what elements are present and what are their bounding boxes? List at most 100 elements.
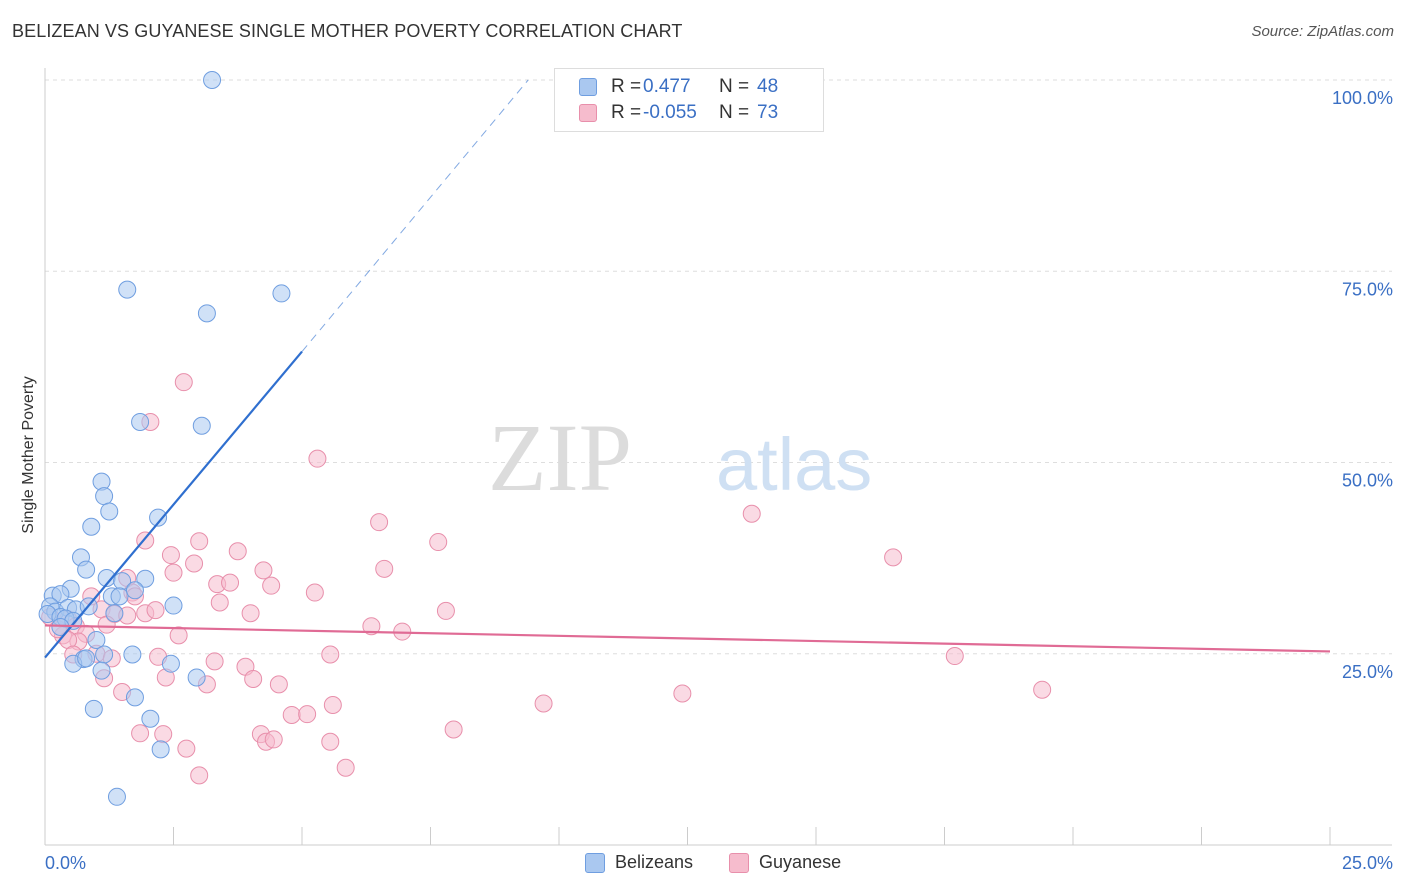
watermark-zip: ZIP xyxy=(488,404,632,511)
guyanese-point xyxy=(154,725,173,744)
guyanese-trend-line xyxy=(44,624,1331,653)
guyanese-point xyxy=(336,758,355,777)
guyanese-label: Guyanese xyxy=(759,852,842,872)
legend-item-guyanese[interactable]: Guyanese xyxy=(729,852,841,873)
guyanese-point xyxy=(210,593,229,612)
legend-row-guyanese: R = -0.055 N = 73 xyxy=(579,101,778,125)
belizean-point xyxy=(87,630,106,649)
legend-swatch-pink xyxy=(579,104,597,122)
belizean-trend-extension xyxy=(301,79,529,352)
belizean-points xyxy=(38,71,291,806)
legend-row-belizeans: R = 0.477 N = 48 xyxy=(579,75,778,99)
guyanese-point xyxy=(190,766,209,785)
guyanese-point xyxy=(241,604,260,623)
belizean-point xyxy=(192,416,211,435)
legend-n-value: 48 xyxy=(757,76,779,97)
legend-item-belizeans[interactable]: Belizeans xyxy=(585,852,693,873)
correlation-legend: R = 0.477 N = 48 R = -0.055 N = 73 xyxy=(554,68,824,132)
source-label: Source: ZipAtlas.com xyxy=(1251,23,1394,40)
legend-r-label: R = xyxy=(611,76,642,97)
belizean-point xyxy=(107,787,126,806)
belizean-point xyxy=(95,645,114,664)
guyanese-point xyxy=(177,739,196,758)
belizean-point xyxy=(164,596,183,615)
y-tick-label: 25.0% xyxy=(1342,662,1393,682)
guyanese-point xyxy=(264,730,283,749)
guyanese-point xyxy=(429,533,448,552)
guyanese-point xyxy=(742,504,761,523)
axes xyxy=(44,68,1392,846)
legend-r-value: -0.055 xyxy=(643,102,697,123)
belizean-point xyxy=(125,581,144,600)
guyanese-point xyxy=(131,724,150,743)
belizean-point xyxy=(203,71,222,89)
belizean-point xyxy=(187,668,206,687)
belizean-point xyxy=(100,502,119,521)
guyanese-point xyxy=(190,532,209,551)
y-tick-label: 50.0% xyxy=(1342,471,1393,491)
guyanese-point xyxy=(884,548,903,567)
belizean-point xyxy=(141,709,160,728)
legend-n-label: N = xyxy=(719,102,750,123)
belizean-point xyxy=(151,740,170,759)
belizean-point xyxy=(84,699,103,718)
guyanese-point xyxy=(298,705,317,724)
x-tick-label: 0.0% xyxy=(45,853,86,873)
belizean-point xyxy=(110,587,129,606)
legend-r-value: 0.477 xyxy=(643,76,691,97)
guyanese-point xyxy=(169,626,188,645)
guyanese-point xyxy=(534,694,553,713)
belizean-point xyxy=(95,487,114,506)
guyanese-point xyxy=(1033,680,1052,699)
legend-r-label: R = xyxy=(611,102,642,123)
belizean-point xyxy=(105,604,124,623)
guyanese-point xyxy=(370,513,389,532)
guyanese-point xyxy=(228,542,247,561)
guyanese-point xyxy=(308,449,327,468)
x-tick-label: 25.0% xyxy=(1342,853,1393,873)
legend-n-value: 73 xyxy=(757,102,779,123)
belizeans-swatch xyxy=(585,852,605,873)
guyanese-point xyxy=(221,573,240,592)
guyanese-point xyxy=(269,675,288,694)
belizean-point xyxy=(131,412,150,431)
trend-lines xyxy=(44,79,1331,659)
guyanese-point xyxy=(945,647,964,666)
guyanese-point xyxy=(321,645,340,664)
guyanese-point xyxy=(254,561,273,580)
guyanese-point xyxy=(323,696,342,715)
belizean-point xyxy=(77,649,96,668)
legend-swatch-blue xyxy=(579,78,597,96)
belizean-point xyxy=(51,585,70,604)
guyanese-point xyxy=(321,732,340,751)
series-legend: Belizeans Guyanese xyxy=(585,852,877,873)
belizean-point xyxy=(161,654,180,673)
belizean-point xyxy=(125,688,144,707)
guyanese-point xyxy=(282,705,301,724)
guyanese-point xyxy=(262,576,281,595)
belizean-point xyxy=(149,508,168,527)
belizean-point xyxy=(136,569,155,588)
belizeans-label: Belizeans xyxy=(615,852,694,872)
watermark-atlas: atlas xyxy=(716,423,872,506)
guyanese-point xyxy=(174,373,193,392)
legend-n-label: N = xyxy=(719,76,750,97)
y-tick-label: 100.0% xyxy=(1332,88,1393,108)
belizean-point xyxy=(92,661,111,680)
guyanese-point xyxy=(146,601,165,620)
gridlines xyxy=(45,79,1392,655)
belizean-point xyxy=(77,560,96,579)
guyanese-point xyxy=(205,652,224,671)
belizean-trend-line xyxy=(44,350,303,659)
guyanese-point xyxy=(244,669,263,688)
guyanese-point xyxy=(161,546,180,565)
belizean-point xyxy=(82,517,101,536)
guyanese-point xyxy=(185,554,204,573)
guyanese-swatch xyxy=(729,852,750,873)
guyanese-point xyxy=(362,617,381,636)
guyanese-point xyxy=(375,559,394,578)
belizean-point xyxy=(272,284,291,303)
guyanese-point xyxy=(444,720,463,739)
guyanese-point xyxy=(164,563,183,582)
